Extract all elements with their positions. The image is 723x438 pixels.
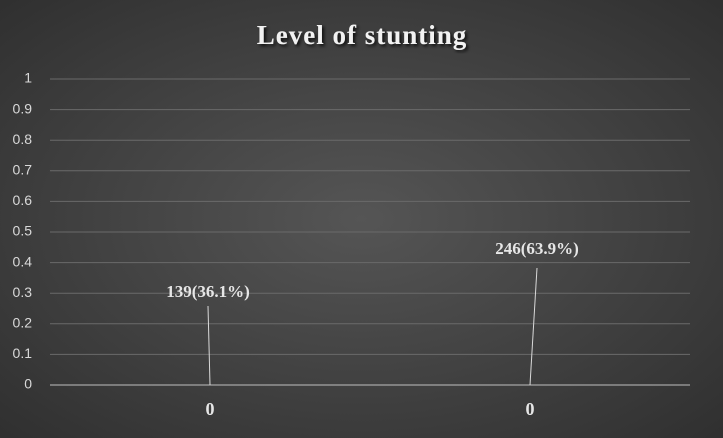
- y-tick-label: 0.1: [13, 345, 33, 361]
- y-tick-label: 0.6: [13, 192, 33, 208]
- x-tick-label: 0: [526, 399, 535, 419]
- y-tick-label: 0.5: [13, 223, 33, 239]
- x-tick-label: 0: [206, 399, 215, 419]
- leader-line: [207, 305, 211, 386]
- annotation: 139(36.1%): [166, 282, 250, 301]
- y-tick-label: 0.8: [13, 131, 33, 147]
- leader-line: [529, 267, 538, 386]
- y-tick-label: 0.2: [13, 315, 33, 331]
- chart-title: Level of stunting: [257, 20, 468, 50]
- y-tick-label: 0.3: [13, 284, 33, 300]
- y-tick-label: 0.4: [13, 253, 33, 269]
- annotation: 246(63.9%): [495, 239, 579, 258]
- y-tick-label: 0.9: [13, 100, 33, 116]
- y-tick-label: 1: [24, 70, 32, 86]
- y-tick-label: 0: [24, 376, 32, 392]
- y-tick-label: 0.7: [13, 162, 33, 178]
